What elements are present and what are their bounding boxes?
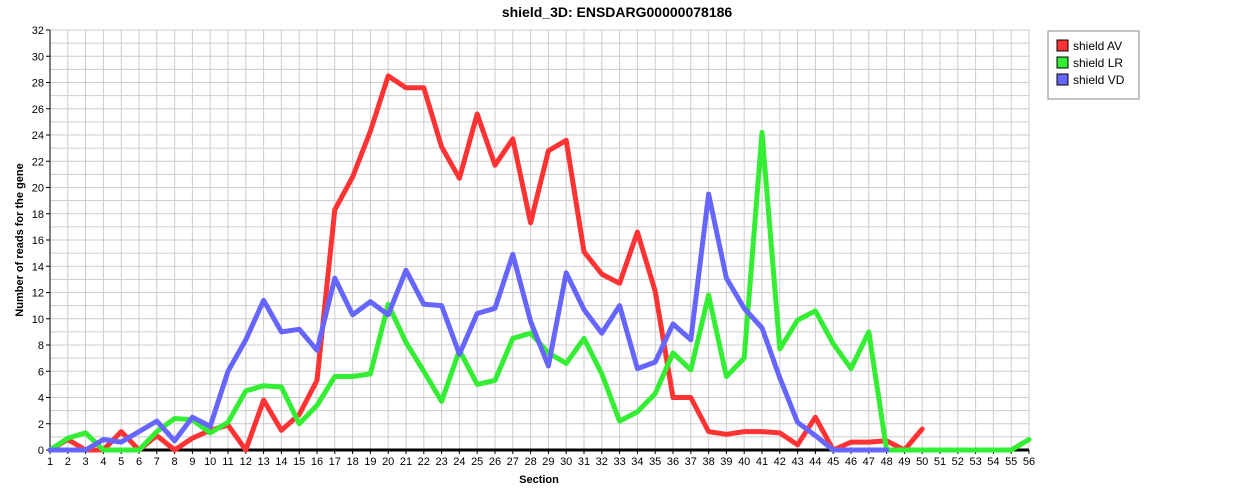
x-tick-label: 47	[863, 456, 875, 468]
x-tick-label: 32	[596, 456, 608, 468]
x-tick-label: 48	[880, 456, 892, 468]
x-tick-label: 38	[702, 456, 714, 468]
x-tick-label: 46	[845, 456, 857, 468]
x-tick-label: 10	[204, 456, 216, 468]
x-tick-label: 43	[791, 456, 803, 468]
x-tick-label: 39	[720, 456, 732, 468]
x-tick-label: 15	[293, 456, 305, 468]
legend: shield AV shield LR shield VD	[1047, 30, 1140, 100]
x-tick-label: 26	[489, 456, 501, 468]
x-tick-label: 40	[738, 456, 750, 468]
x-tick-label: 34	[631, 456, 643, 468]
x-tick-label: 12	[240, 456, 252, 468]
x-tick-label: 36	[667, 456, 679, 468]
x-tick-label: 30	[560, 456, 572, 468]
x-tick-label: 56	[1023, 456, 1035, 468]
x-tick-label: 4	[100, 456, 106, 468]
x-tick-label: 7	[154, 456, 160, 468]
y-tick-label: 26	[32, 104, 44, 116]
x-tick-label: 22	[418, 456, 430, 468]
x-tick-label: 50	[916, 456, 928, 468]
x-tick-label: 31	[578, 456, 590, 468]
x-tick-label: 8	[172, 456, 178, 468]
x-tick-label: 33	[613, 456, 625, 468]
x-tick-label: 45	[827, 456, 839, 468]
y-tick-label: 12	[32, 288, 44, 300]
y-tick-label: 10	[32, 314, 44, 326]
x-tick-label: 55	[1005, 456, 1017, 468]
legend-swatch	[1056, 39, 1069, 52]
x-tick-label: 6	[136, 456, 142, 468]
x-tick-label: 1	[47, 456, 53, 468]
y-tick-label: 4	[38, 393, 44, 405]
y-tick-label: 18	[32, 209, 44, 221]
y-tick-label: 0	[38, 445, 44, 457]
x-tick-label: 24	[453, 456, 465, 468]
legend-label: shield VD	[1073, 73, 1125, 87]
x-axis-label: Section	[519, 474, 559, 486]
x-tick-label: 53	[969, 456, 981, 468]
x-tick-label: 9	[189, 456, 195, 468]
x-tick-label: 21	[400, 456, 412, 468]
series-line-shield-vd	[47, 191, 890, 453]
x-tick-label: 42	[774, 456, 786, 468]
x-tick-label: 18	[346, 456, 358, 468]
x-tick-label: 27	[507, 456, 519, 468]
x-tick-label: 23	[435, 456, 447, 468]
x-tick-label: 41	[756, 456, 768, 468]
y-tick-label: 6	[38, 366, 44, 378]
series-lines	[47, 73, 1032, 453]
legend-swatch	[1056, 73, 1069, 86]
y-tick-label: 16	[32, 235, 44, 247]
x-tick-label: 37	[685, 456, 697, 468]
x-tick-label: 11	[222, 456, 233, 468]
legend-label: shield AV	[1073, 39, 1122, 53]
y-tick-label: 30	[32, 51, 44, 63]
y-tick-label: 28	[32, 78, 44, 90]
x-tick-label: 52	[952, 456, 964, 468]
x-tick-label: 35	[649, 456, 661, 468]
x-tick-label: 44	[809, 456, 821, 468]
y-axis-label: Number of reads for the gene	[14, 163, 26, 316]
y-tick-label: 24	[32, 130, 44, 142]
legend-swatch	[1056, 56, 1069, 69]
y-tick-label: 22	[32, 156, 44, 168]
x-tick-label: 49	[898, 456, 910, 468]
y-tick-label: 20	[32, 183, 44, 195]
x-tick-label: 5	[118, 456, 124, 468]
y-tick-label: 8	[38, 340, 44, 352]
x-tick-label: 19	[364, 456, 376, 468]
x-tick-label: 16	[311, 456, 323, 468]
x-tick-label: 17	[329, 456, 341, 468]
x-tick-label: 20	[382, 456, 394, 468]
x-tick-label: 54	[987, 456, 999, 468]
series-line-shield-av	[47, 73, 925, 453]
y-tick-label: 14	[32, 261, 44, 273]
x-tick-label: 51	[934, 456, 946, 468]
y-tick-label: 2	[38, 419, 44, 431]
x-tick-label: 14	[275, 456, 287, 468]
x-tick-label: 13	[257, 456, 269, 468]
x-tick-label: 2	[65, 456, 71, 468]
y-tick-label: 32	[32, 25, 44, 37]
legend-label: shield LR	[1073, 56, 1123, 70]
chart-title: shield_3D: ENSDARG00000078186	[502, 4, 733, 20]
x-tick-label: 28	[524, 456, 536, 468]
x-tick-label: 29	[542, 456, 554, 468]
x-tick-label: 3	[83, 456, 89, 468]
x-tick-label: 25	[471, 456, 483, 468]
